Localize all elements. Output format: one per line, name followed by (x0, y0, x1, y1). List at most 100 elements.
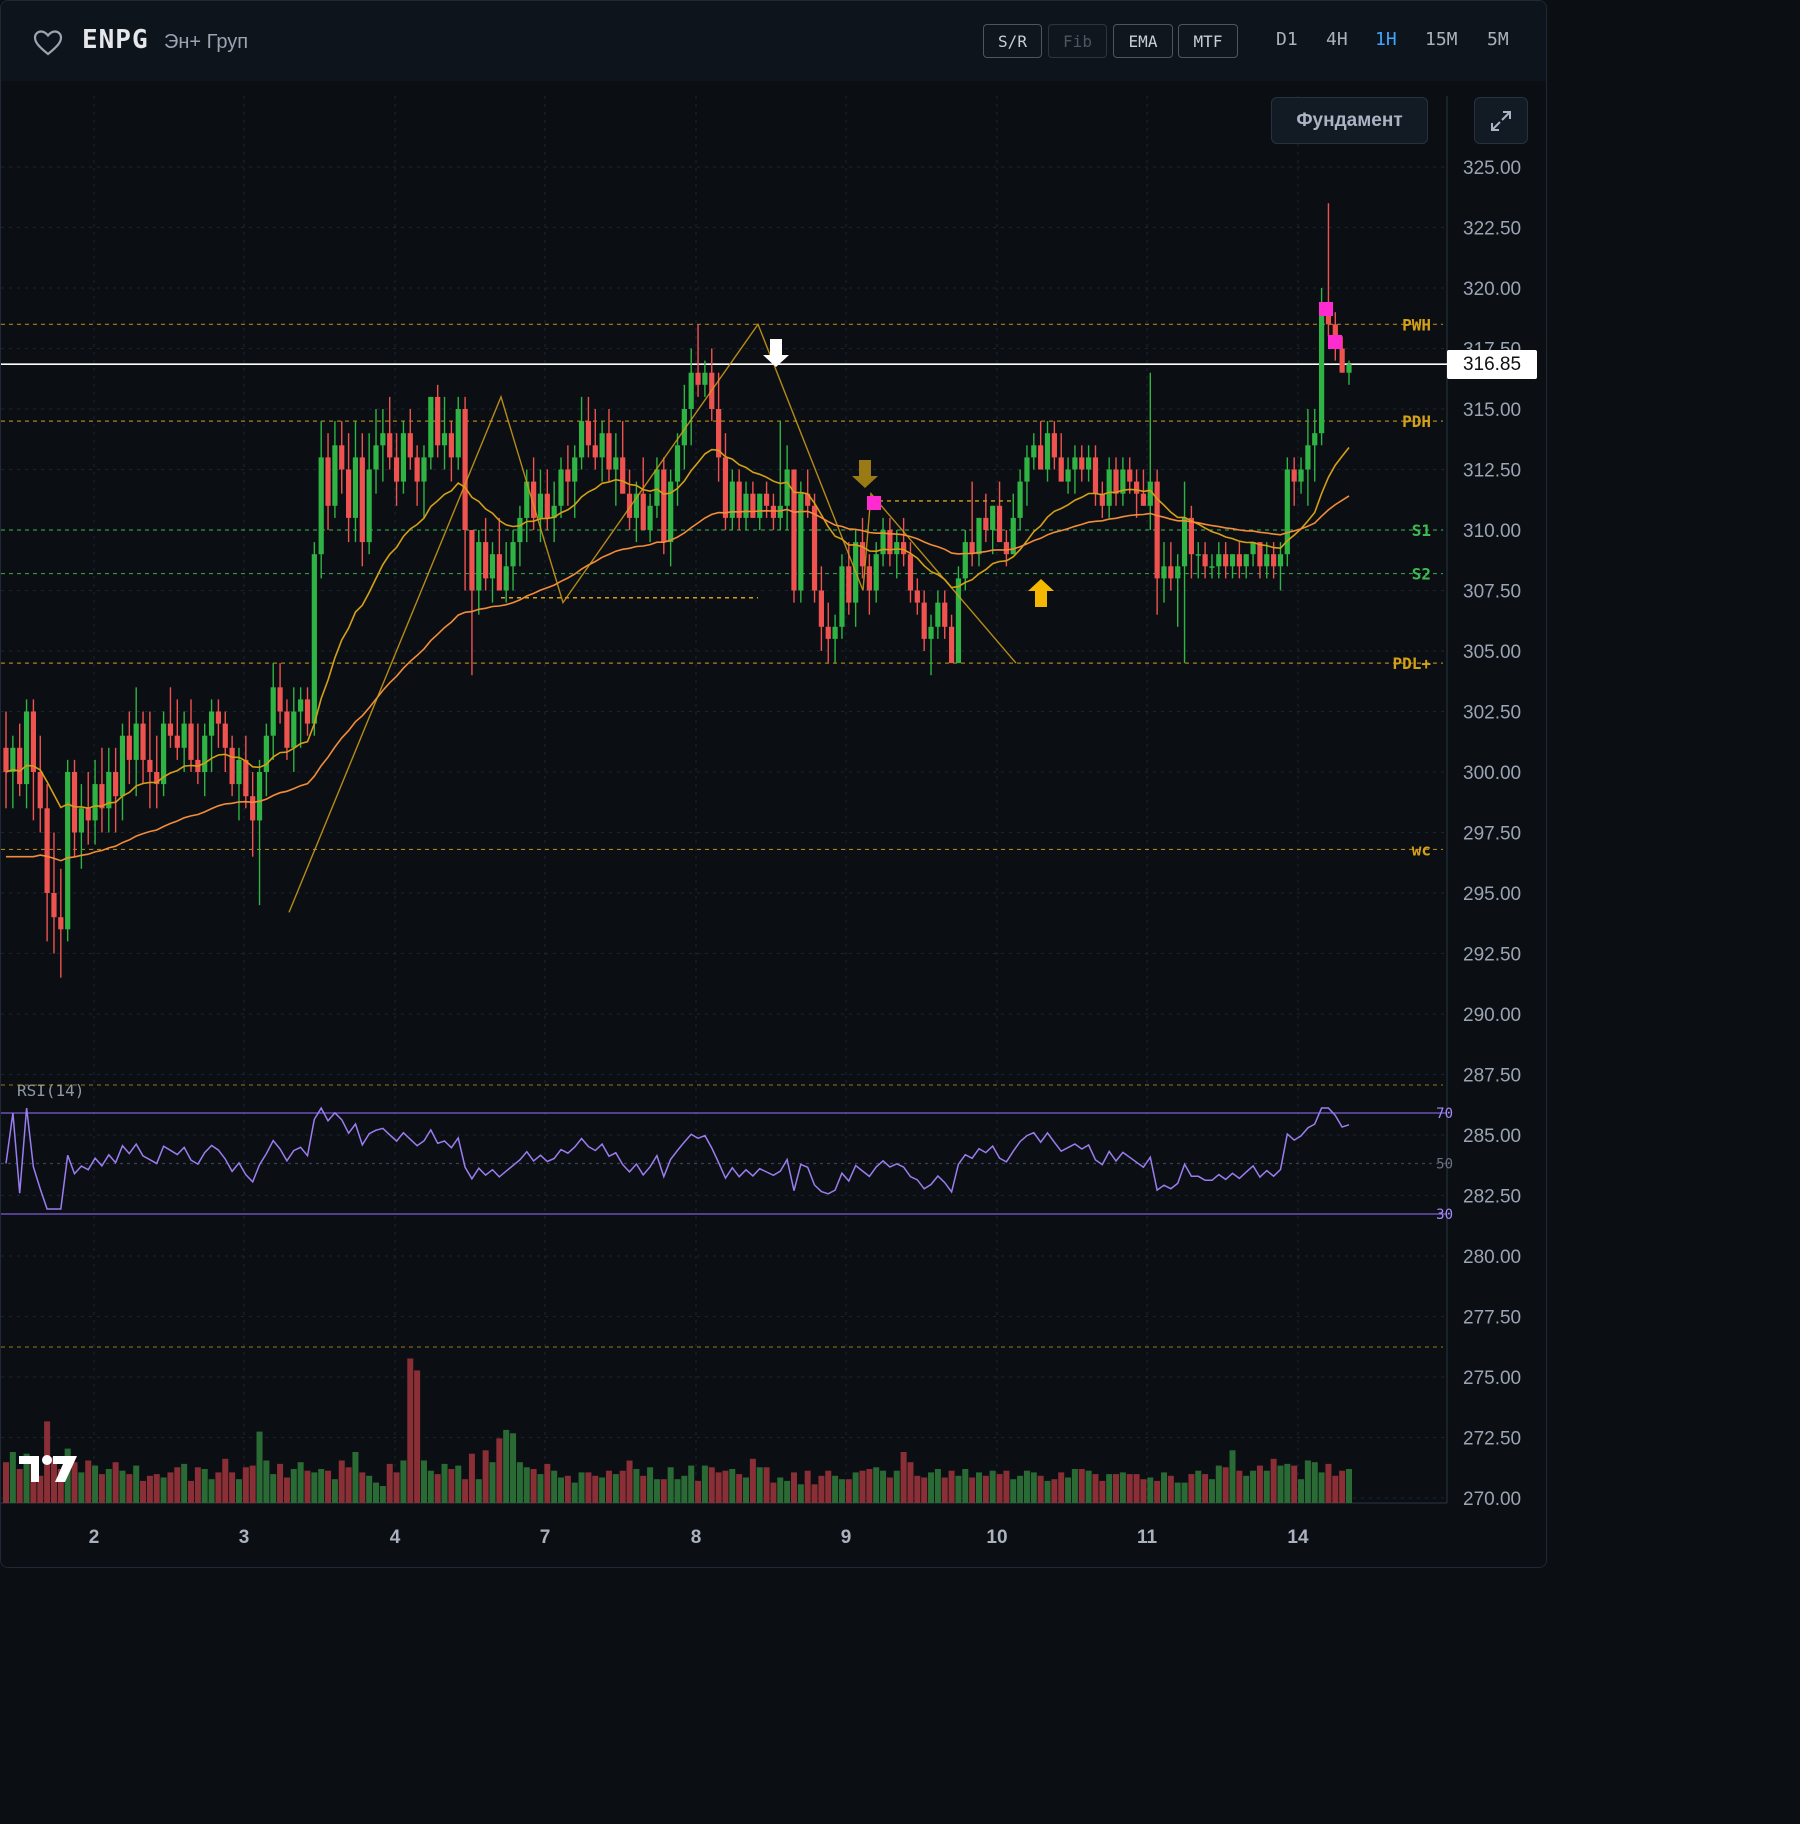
candle-body (215, 711, 222, 724)
volume-bar (880, 1470, 887, 1503)
price-axis-label: 310.00 (1463, 521, 1521, 542)
volume-bar (188, 1480, 195, 1503)
candle-body (674, 445, 681, 482)
volume-bar (797, 1484, 804, 1503)
mtf-toggle-button[interactable]: MTF (1178, 24, 1238, 58)
candle-body (188, 723, 194, 760)
volume-bar (537, 1474, 544, 1503)
volume-bar (530, 1469, 537, 1503)
expand-icon (1491, 110, 1511, 131)
volume-bar (749, 1458, 756, 1503)
candle-body (585, 421, 592, 446)
volume-bar (921, 1477, 928, 1503)
volume-bar (886, 1477, 893, 1503)
volume-bar (804, 1470, 811, 1503)
candle-body (1038, 445, 1044, 470)
volume-bar (660, 1479, 667, 1503)
volume-bar (955, 1475, 962, 1503)
candle-body (1346, 364, 1352, 373)
candle-body (236, 759, 242, 785)
ema-toggle-button[interactable]: EMA (1113, 24, 1173, 58)
candle-body (873, 554, 879, 591)
candle-body (565, 469, 571, 482)
candle-body (818, 590, 824, 627)
volume-bar (57, 1469, 64, 1503)
candle-body (325, 457, 331, 506)
volume-bar (1208, 1479, 1215, 1503)
sr-toggle-button[interactable]: S/R (983, 24, 1042, 58)
fundamentals-button[interactable]: Фундамент (1271, 97, 1428, 144)
candle-body (1305, 445, 1311, 470)
heart-icon[interactable] (33, 29, 63, 57)
candle-body (1243, 554, 1249, 567)
candle-body (1106, 469, 1112, 506)
price-axis-label: 270.00 (1463, 1489, 1521, 1510)
level-label: PWH (1402, 315, 1431, 334)
fib-toggle-button[interactable]: Fib (1048, 24, 1107, 58)
volume-bar (551, 1470, 558, 1503)
timeframe-15m[interactable]: 15M (1425, 29, 1458, 50)
volume-bar (626, 1460, 633, 1503)
volume-bar (325, 1470, 332, 1503)
expand-button[interactable] (1474, 97, 1528, 144)
candle-body (154, 772, 160, 785)
candle-body (318, 457, 324, 555)
volume-bar (475, 1479, 482, 1503)
price-chart[interactable]: 325.00322.50320.00317.50315.00312.50310.… (1, 81, 1547, 1568)
price-axis-label: 312.50 (1463, 461, 1521, 482)
volume-bar (482, 1450, 489, 1503)
candle-body (647, 505, 653, 530)
candle-body (763, 493, 770, 506)
volume-bar (23, 1453, 30, 1503)
candle-body (1271, 554, 1277, 567)
candle-body (688, 372, 694, 409)
candle-body (1113, 469, 1119, 494)
candle-body (3, 747, 9, 772)
volume-bar (1188, 1474, 1195, 1503)
timeframe-4h[interactable]: 4H (1326, 29, 1348, 50)
volume-bar (900, 1452, 907, 1503)
volume-bar (928, 1472, 935, 1503)
candle-body (592, 445, 598, 458)
volume-bar (592, 1475, 599, 1503)
volume-bar (681, 1475, 688, 1503)
candle-body (880, 530, 886, 555)
volume-bar (85, 1460, 92, 1503)
volume-bar (201, 1469, 208, 1503)
candle-body (606, 433, 612, 470)
timeframe-5m[interactable]: 5M (1487, 29, 1509, 50)
candle-body (133, 723, 139, 760)
price-axis-label: 315.00 (1463, 400, 1521, 421)
price-axis-label: 295.00 (1463, 884, 1521, 905)
volume-bar (194, 1467, 201, 1503)
ema-fast-line (5, 447, 1350, 810)
volume-bar (619, 1470, 626, 1503)
candle-body (825, 626, 831, 639)
timeframe-1h[interactable]: 1H (1375, 29, 1397, 50)
volume-bar (112, 1462, 119, 1503)
volume-bar (1017, 1475, 1024, 1503)
timeframe-d1[interactable]: D1 (1276, 29, 1298, 50)
candle-body (1284, 469, 1290, 555)
candle-body (393, 457, 400, 482)
volume-bar (420, 1460, 427, 1503)
volume-bar (215, 1472, 222, 1503)
volume-bar (1085, 1470, 1092, 1503)
candle-body (928, 626, 934, 639)
candle-body (489, 554, 496, 579)
volume-bar (98, 1474, 105, 1503)
volume-bar (934, 1469, 941, 1503)
candle-body (147, 759, 153, 772)
volume-bar (818, 1475, 825, 1503)
volume-bar (229, 1472, 236, 1503)
candle-body (935, 602, 941, 627)
volume-bar (304, 1470, 311, 1503)
time-axis-label: 7 (540, 1527, 551, 1548)
volume-bar (975, 1472, 982, 1503)
volume-bar (852, 1472, 859, 1503)
volume-bar (1167, 1475, 1174, 1503)
candle-body (599, 433, 605, 458)
time-axis-label: 14 (1287, 1527, 1309, 1548)
volume-bar (1222, 1467, 1229, 1503)
candle-body (1003, 542, 1009, 555)
